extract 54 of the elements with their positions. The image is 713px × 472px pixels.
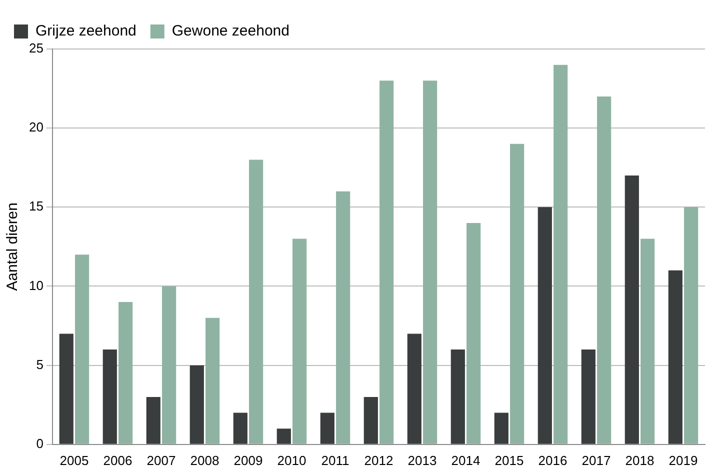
x-tick-label: 2005 <box>60 452 89 468</box>
bar <box>233 412 248 444</box>
x-tick-label: 2010 <box>277 452 306 468</box>
bar <box>118 302 133 444</box>
bar <box>597 96 612 444</box>
bar <box>276 428 291 444</box>
bar <box>162 286 176 444</box>
bar <box>466 222 481 444</box>
y-axis-title: Aantal dieren <box>4 202 22 291</box>
bar <box>249 160 264 444</box>
bar <box>380 80 394 444</box>
x-tick-label: 2014 <box>451 452 480 468</box>
bar <box>292 238 307 444</box>
bar <box>102 350 117 444</box>
x-tick-label: 2006 <box>103 452 132 468</box>
bar <box>423 80 438 444</box>
x-tick-label: 2016 <box>538 452 568 468</box>
x-tick-label: 2011 <box>321 452 350 468</box>
legend-label: Gewone zeehond <box>172 22 290 40</box>
bar <box>190 365 204 444</box>
bar <box>336 191 350 444</box>
y-tick-label: 20 <box>28 120 44 135</box>
bar <box>624 176 639 444</box>
bar <box>581 350 596 444</box>
y-tick-label: 10 <box>28 278 44 293</box>
bar <box>206 318 220 444</box>
bar <box>364 396 378 444</box>
y-tick-label: 0 <box>36 436 44 451</box>
x-tick-label: 2013 <box>408 452 437 468</box>
x-tick-label: 2008 <box>190 452 220 468</box>
bar <box>684 207 698 444</box>
x-tick-label: 2007 <box>146 452 176 468</box>
x-tick-label: 2019 <box>668 452 698 468</box>
x-tick-label: 2018 <box>625 452 654 468</box>
bar <box>538 207 552 444</box>
bar <box>146 396 160 444</box>
y-tick-label: 25 <box>28 40 44 56</box>
bar <box>320 412 334 444</box>
bar <box>554 64 568 444</box>
bar <box>668 270 682 444</box>
x-tick-label: 2015 <box>494 452 524 468</box>
y-tick-label: 15 <box>28 198 44 214</box>
bar <box>510 144 524 444</box>
bar <box>640 238 655 444</box>
bar <box>407 334 422 444</box>
y-tick-label: 5 <box>36 356 44 372</box>
x-tick-label: 2017 <box>582 452 611 468</box>
bar <box>74 254 90 444</box>
legend-label: Grijze zeehond <box>36 22 136 40</box>
bar <box>450 350 465 444</box>
x-tick-label: 2012 <box>364 452 394 468</box>
bar <box>494 412 508 444</box>
bar <box>59 334 74 444</box>
x-tick-label: 2009 <box>234 452 263 468</box>
